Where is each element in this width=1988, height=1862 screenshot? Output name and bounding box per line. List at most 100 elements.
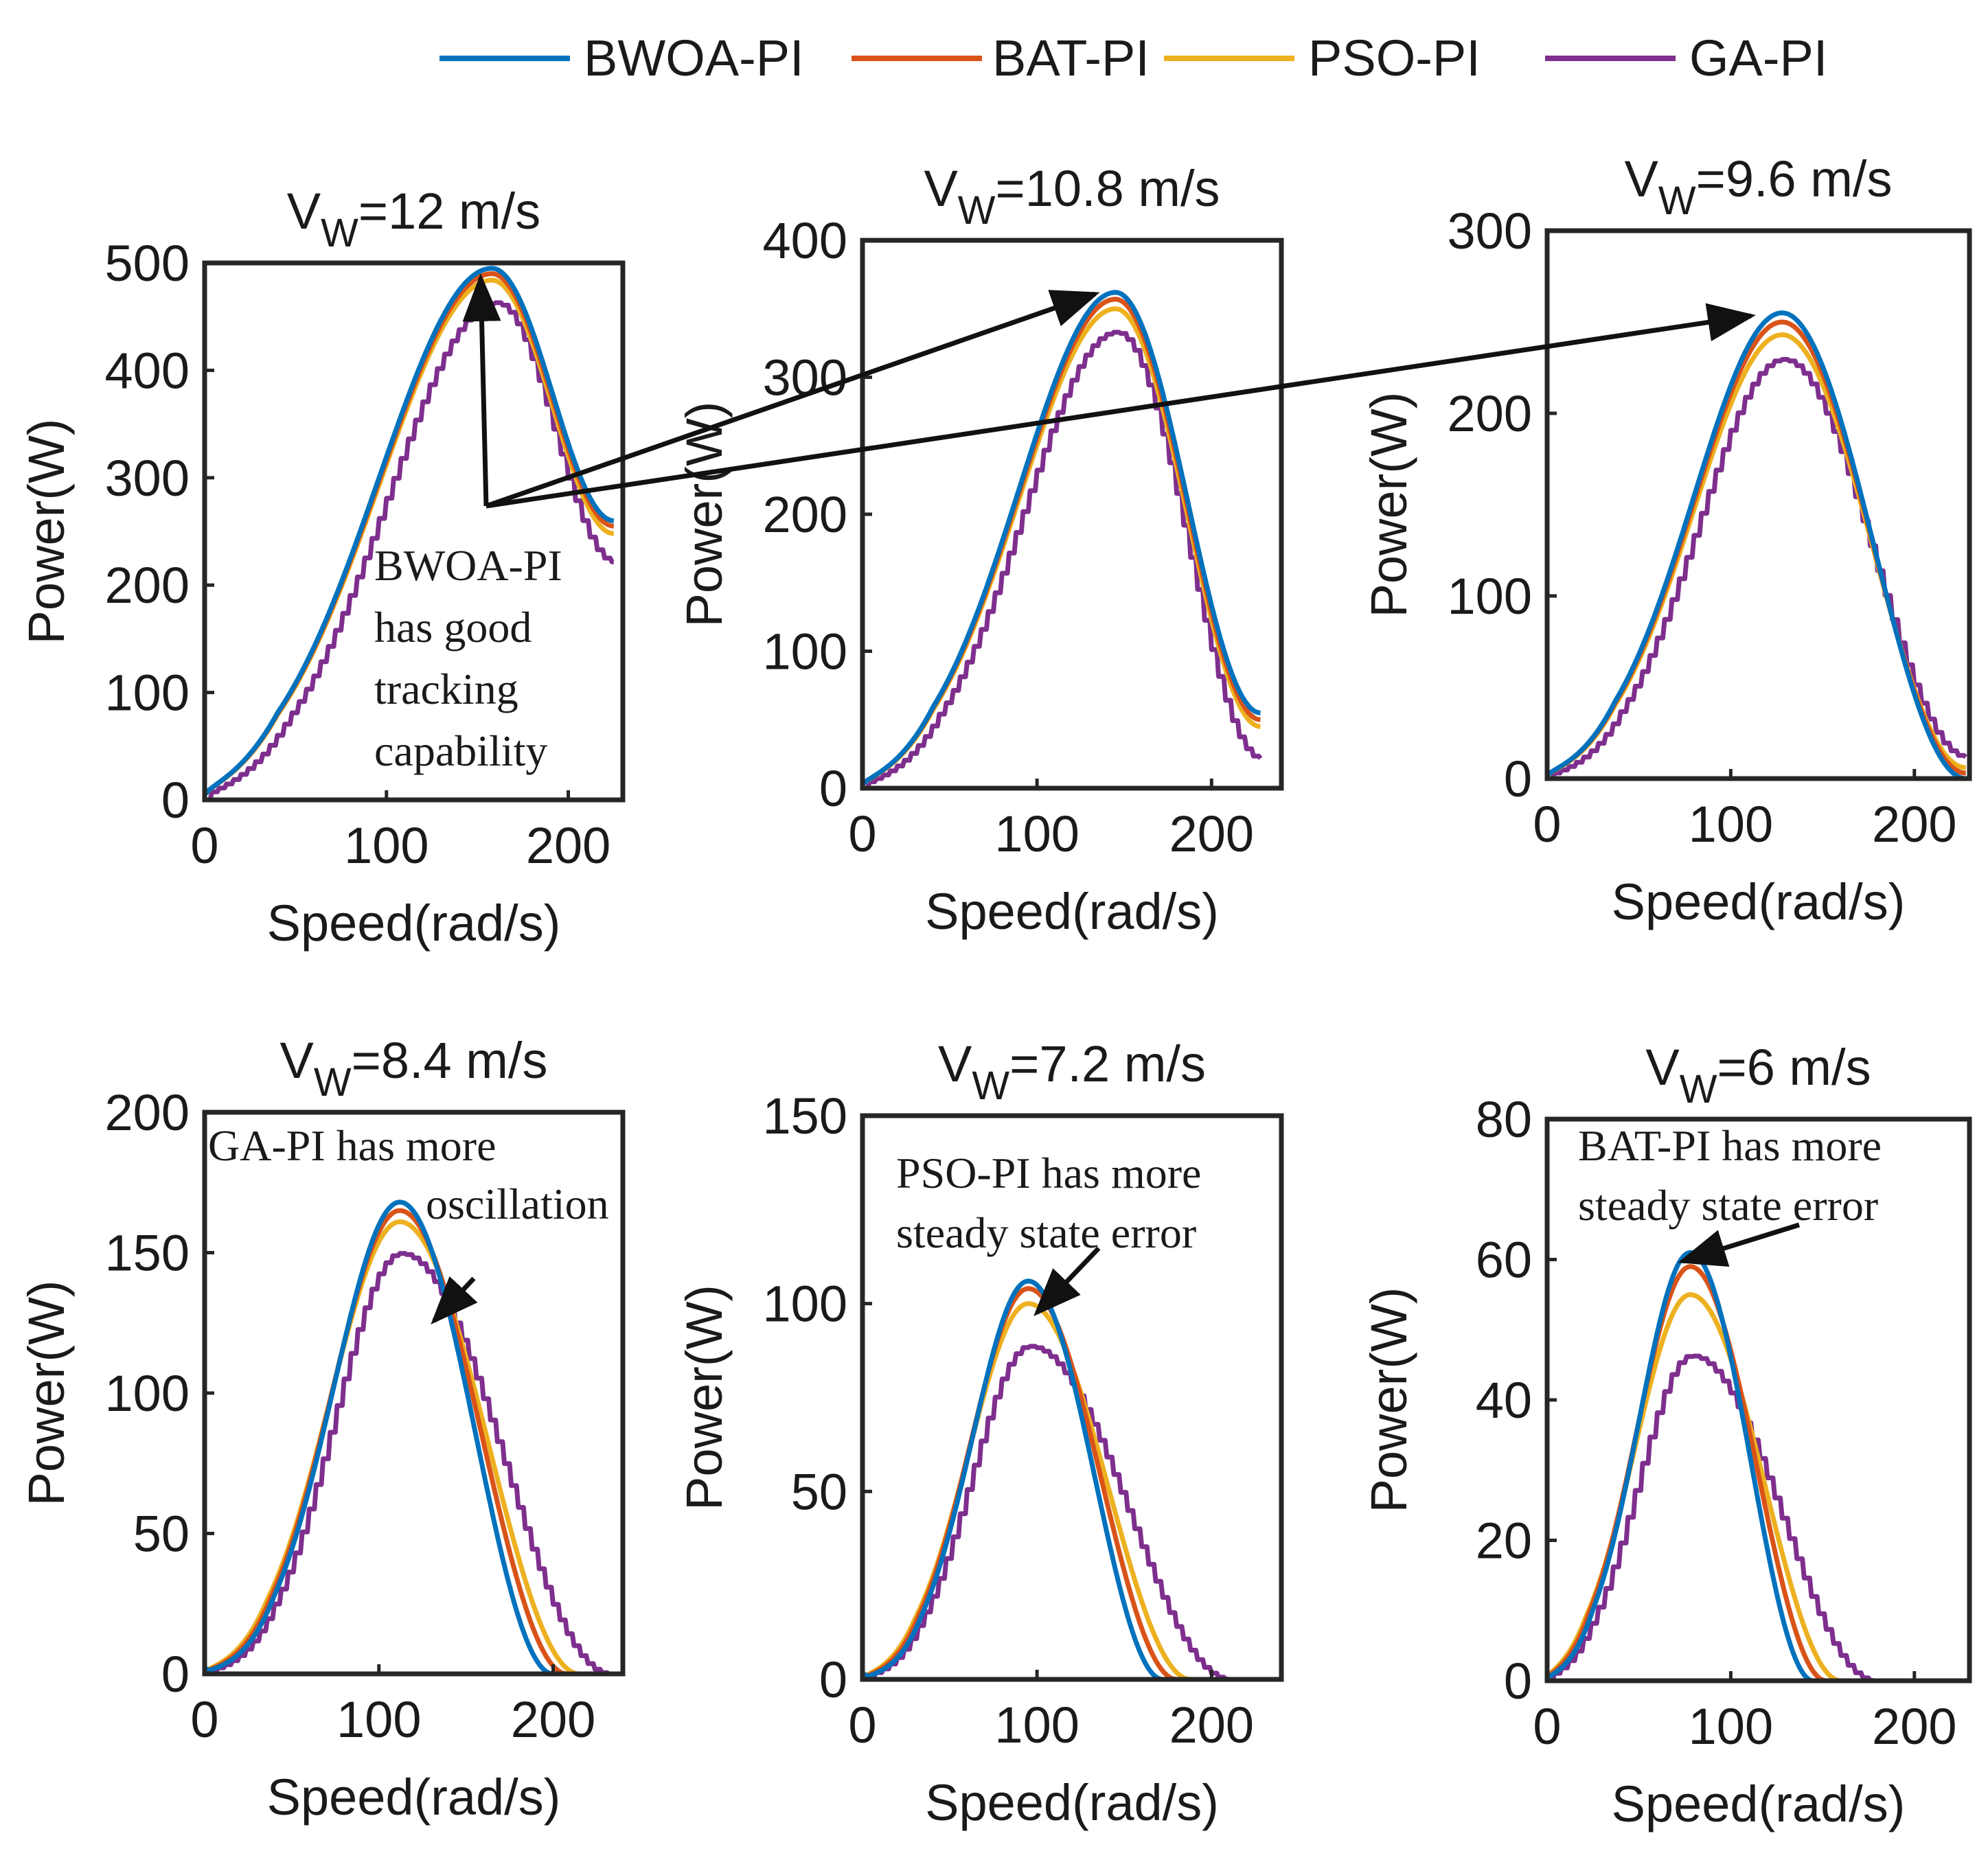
title-symbol: V <box>287 183 321 240</box>
annotation-line: BAT-PI has more <box>1578 1121 1882 1170</box>
y-axis-label: Power(W) <box>1360 1287 1417 1513</box>
series-line-pso-pi <box>203 277 615 796</box>
panels: 0 100 2000100200300400500Speed(rad/s)Power… <box>18 150 1972 1832</box>
series-line-ga-pi <box>204 300 615 803</box>
annotation-line: oscillation <box>426 1180 609 1228</box>
series-line-bwoa-pi <box>203 266 615 796</box>
x-tick-label: 0 <box>190 1691 218 1748</box>
panel-title: VW=7.2 m/s <box>938 1035 1206 1108</box>
title-symbol: V <box>924 160 958 217</box>
x-axis-label: Speed(rad/s) <box>267 895 561 952</box>
title-value: =12 m/s <box>358 183 540 240</box>
y-tick-label: 0 <box>819 760 847 817</box>
y-tick-label: 200 <box>1448 385 1532 442</box>
chart-panel: 0 100 200 0 20 40 60 80 Speed(rad/s) Power(W) VW=6… <box>1360 1039 1972 1832</box>
legend-item: GA-PI <box>1545 30 1827 87</box>
title-value: =9.6 m/s <box>1696 150 1893 207</box>
y-tick-label: 100 <box>105 1365 190 1422</box>
x-tick-label: 200 <box>1872 796 1956 853</box>
y-tick-label: 200 <box>105 557 190 614</box>
x-axis-label: Speed(rad/s) <box>925 883 1219 940</box>
x-axis-label: Speed(rad/s) <box>1612 873 1906 930</box>
y-tick-label: 40 <box>1476 1372 1532 1429</box>
x-tick-label: 100 <box>994 805 1079 862</box>
annotation-line: steady state error <box>1578 1181 1878 1230</box>
y-axis-label: Power(W) <box>18 419 75 645</box>
title-subscript: W <box>972 1064 1009 1108</box>
series-line-ga-pi <box>862 1344 1282 1682</box>
annotation-arrow <box>1678 1222 1801 1267</box>
legend-label: PSO-PI <box>1308 30 1481 87</box>
annotation-line: has good <box>374 603 532 652</box>
annotation-arrow <box>1033 1246 1101 1317</box>
series-line-ga-pi <box>1546 1353 1961 1683</box>
chart-panel: 0 100 200 0 50 100 150 Speed(rad/s) Power(W) VW=7… <box>676 1035 1284 1831</box>
series-line-bwoa-pi <box>1546 310 1967 781</box>
x-tick-label: 200 <box>511 1691 595 1748</box>
x-tick-label: 0 <box>848 1697 876 1754</box>
panel-title: VW=8.4 m/s <box>280 1032 548 1105</box>
y-tick-label: 100 <box>763 623 847 680</box>
x-tick-label: 0 <box>848 805 876 862</box>
title-symbol: V <box>938 1035 972 1092</box>
title-subscript: W <box>1680 1067 1717 1112</box>
series-line-ga-pi <box>204 1251 624 1677</box>
y-tick-label: 50 <box>791 1463 847 1520</box>
chart-panel: 0 100 200 0 100 200 300 Speed(rad/s) Power(W) VW=… <box>1360 150 1972 930</box>
y-tick-label: 100 <box>763 1276 847 1333</box>
axes-frame <box>860 1113 1284 1682</box>
axes-frame <box>1544 228 1972 781</box>
x-tick-label: 100 <box>994 1697 1079 1754</box>
axes-frame <box>860 238 1284 791</box>
y-tick-label: 200 <box>763 486 847 543</box>
panel-title: VW=12 m/s <box>287 183 540 255</box>
series-line-ga-pi <box>1546 357 1967 781</box>
y-tick-label: 0 <box>819 1651 847 1708</box>
y-axis-label: Power(W) <box>18 1280 75 1506</box>
x-tick-label: 100 <box>344 817 429 874</box>
x-tick-label: 0 <box>1533 796 1561 853</box>
x-tick-label: 200 <box>526 817 610 874</box>
x-tick-label: 200 <box>1169 1697 1254 1754</box>
x-tick-label: 200 <box>1169 805 1254 862</box>
y-tick-label: 80 <box>1476 1091 1532 1148</box>
legend-item: BWOA-PI <box>439 30 804 87</box>
series-line-bat-pi <box>862 297 1261 785</box>
y-tick-label: 100 <box>1448 568 1532 625</box>
y-axis-label: Power(W) <box>676 1285 733 1510</box>
chart-panel: 0 100 200 0 100 200 300 400 500 Speed(rad/s) Power… <box>18 183 626 952</box>
title-symbol: V <box>1625 150 1659 207</box>
axes-frame <box>202 260 626 803</box>
annotation-line: PSO-PI has more <box>896 1149 1201 1197</box>
annotation-line: steady state error <box>896 1208 1196 1257</box>
title-symbol: V <box>280 1032 315 1089</box>
title-value: =10.8 m/s <box>996 160 1220 217</box>
x-tick-label: 100 <box>1689 796 1773 853</box>
y-tick-label: 20 <box>1476 1513 1532 1570</box>
title-subscript: W <box>958 188 996 233</box>
y-axis-label: Power(W) <box>1360 392 1417 618</box>
title-subscript: W <box>314 1060 352 1105</box>
title-value: =7.2 m/s <box>1009 1035 1206 1092</box>
y-tick-label: 60 <box>1476 1232 1532 1289</box>
annotation: BAT-PI has more steady state error <box>1578 1121 1882 1230</box>
y-tick-label: 100 <box>105 665 190 722</box>
series-line-bwoa-pi <box>1546 1250 1961 1683</box>
y-tick-label: 300 <box>105 450 190 507</box>
y-tick-label: 400 <box>763 212 847 269</box>
legend: BWOA-PI BAT-PI PSO-PI GA-PI <box>439 30 1827 87</box>
series-line-ga-pi <box>862 330 1263 791</box>
x-axis-label: Speed(rad/s) <box>1612 1775 1906 1832</box>
x-tick-label: 0 <box>190 817 218 874</box>
annotation: BWOA-PI has good tracking capability <box>374 541 562 775</box>
panel-title: VW=9.6 m/s <box>1625 150 1893 223</box>
annotation-arrow <box>485 303 1756 509</box>
annotation-line: BWOA-PI <box>374 541 562 590</box>
annotation-line: tracking <box>374 665 518 713</box>
x-tick-label: 200 <box>1872 1698 1956 1755</box>
chart-panel: 0 100 200 0 50 100 150 200 Speed(rad/s) Power(W) V… <box>18 1032 626 1826</box>
annotation: PSO-PI has more steady state error <box>896 1149 1201 1257</box>
title-subscript: W <box>321 211 358 255</box>
legend-label: BWOA-PI <box>584 30 804 87</box>
